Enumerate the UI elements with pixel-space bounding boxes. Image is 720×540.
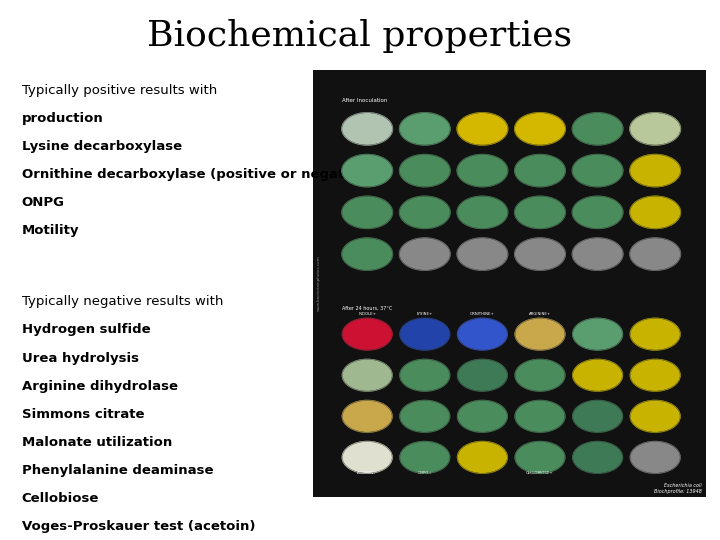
Ellipse shape [342,238,392,270]
Ellipse shape [630,442,680,473]
Ellipse shape [515,154,565,187]
Ellipse shape [400,401,450,432]
Ellipse shape [572,196,623,228]
Ellipse shape [572,401,623,432]
Ellipse shape [342,401,392,432]
Ellipse shape [572,154,623,187]
Text: Motility: Motility [22,224,79,237]
Text: Typically positive results with: Typically positive results with [22,84,221,97]
Text: ONPG: ONPG [22,196,65,209]
Text: Voges-Proskauer test (acetoin): Voges-Proskauer test (acetoin) [22,520,255,533]
Ellipse shape [630,318,680,350]
Text: Arginine dihydrolase: Arginine dihydrolase [22,380,178,393]
Ellipse shape [630,359,680,391]
Ellipse shape [572,442,623,473]
Text: www.bacteriainphotos.com: www.bacteriainphotos.com [317,255,321,312]
Ellipse shape [342,196,392,228]
Ellipse shape [515,442,565,473]
Ellipse shape [515,196,565,228]
Ellipse shape [457,401,508,432]
Ellipse shape [630,113,680,145]
Ellipse shape [457,154,508,187]
Text: Ornithine decarboxylase (positive or negative): Ornithine decarboxylase (positive or neg… [22,168,372,181]
Ellipse shape [342,154,392,187]
Ellipse shape [342,442,392,473]
Text: Urea hydrolysis: Urea hydrolysis [22,352,138,365]
Ellipse shape [457,318,508,350]
Ellipse shape [572,359,623,391]
Ellipse shape [630,238,680,270]
Text: ONPG+: ONPG+ [418,471,432,475]
Text: Typically negative results with: Typically negative results with [22,295,228,308]
Ellipse shape [515,113,565,145]
Ellipse shape [572,113,623,145]
Ellipse shape [515,359,565,391]
Text: LYSINE+: LYSINE+ [417,312,433,316]
Text: Biochemical properties: Biochemical properties [148,19,572,53]
Ellipse shape [572,318,623,350]
Ellipse shape [515,318,565,350]
Ellipse shape [400,113,450,145]
Text: ORNITHINE+: ORNITHINE+ [470,312,495,316]
Ellipse shape [457,196,508,228]
Text: Cellobiose: Cellobiose [22,492,99,505]
Ellipse shape [630,154,680,187]
Text: production: production [22,112,104,125]
Text: INDOLE+: INDOLE+ [359,312,376,316]
Ellipse shape [400,154,450,187]
Ellipse shape [572,238,623,270]
Ellipse shape [457,113,508,145]
Text: ARGININE+: ARGININE+ [529,312,551,316]
Text: Simmons citrate: Simmons citrate [22,408,144,421]
Ellipse shape [457,359,508,391]
Text: CELLOBIOSE+: CELLOBIOSE+ [526,471,554,475]
Text: After 24 hours, 37°C: After 24 hours, 37°C [342,306,392,311]
Ellipse shape [400,196,450,228]
Ellipse shape [515,238,565,270]
Text: Phenylalanine deaminase: Phenylalanine deaminase [22,464,213,477]
Text: After Inoculation: After Inoculation [342,98,387,103]
Bar [313,70,706,497]
Text: ACETOIN+: ACETOIN+ [357,471,377,475]
Ellipse shape [457,442,508,473]
Ellipse shape [342,318,392,350]
Ellipse shape [515,401,565,432]
Ellipse shape [400,318,450,350]
Text: Malonate utilization: Malonate utilization [22,436,172,449]
Ellipse shape [630,401,680,432]
Text: Lysine decarboxylase: Lysine decarboxylase [22,140,181,153]
Ellipse shape [400,238,450,270]
Ellipse shape [342,359,392,391]
Ellipse shape [630,196,680,228]
Ellipse shape [400,442,450,473]
Ellipse shape [342,113,392,145]
Text: Escherichia coli
Biochprofile: 13948: Escherichia coli Biochprofile: 13948 [654,483,702,494]
Ellipse shape [457,238,508,270]
Ellipse shape [400,359,450,391]
Text: Hydrogen sulfide: Hydrogen sulfide [22,323,150,336]
